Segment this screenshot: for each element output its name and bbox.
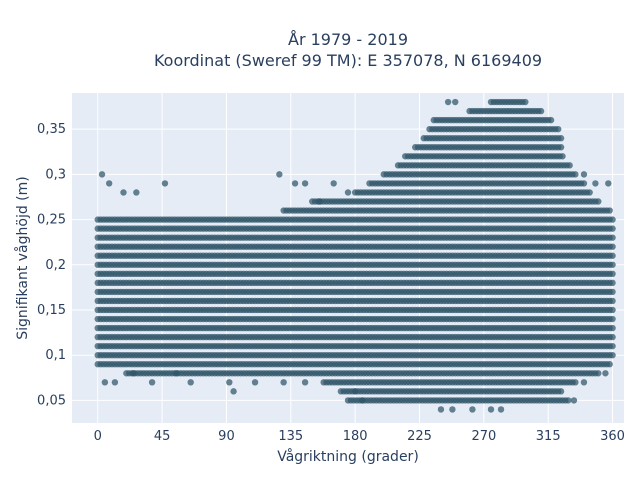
x-tick-label: 135 [278, 429, 303, 444]
x-tick-label: 360 [600, 429, 625, 444]
data-point [609, 270, 616, 278]
data-point [609, 288, 616, 296]
chart-title-line1: År 1979 - 2019 [288, 30, 408, 49]
data-point [609, 252, 616, 259]
x-tick-label: 45 [154, 429, 171, 444]
data-point [301, 379, 309, 386]
data-point [226, 379, 233, 386]
data-point [537, 107, 545, 115]
data-point [522, 98, 529, 106]
data-point [301, 180, 309, 187]
y-axis-title: Signifikant våghöjd (m) [14, 176, 31, 339]
data-point [437, 406, 445, 413]
x-tick-label: 270 [471, 429, 496, 444]
y-tick-label: 0,15 [37, 303, 66, 318]
data-point [291, 180, 299, 187]
data-point [316, 198, 323, 205]
data-point [359, 397, 366, 404]
y-tick-label: 0,2 [45, 258, 66, 273]
data-point [609, 315, 616, 323]
data-point [133, 189, 140, 196]
data-points [94, 98, 616, 413]
data-point [557, 144, 565, 151]
y-tick-labels: 0,05 0,1 0,15 0,2 0,25 0,3 0,35 [37, 122, 66, 408]
data-point [557, 388, 565, 395]
data-point [595, 198, 602, 205]
y-tick-label: 0,1 [45, 348, 66, 363]
data-point [487, 406, 495, 413]
y-tick-label: 0,3 [45, 167, 66, 182]
data-point [130, 370, 137, 377]
data-point [586, 189, 593, 196]
data-point [609, 333, 616, 341]
data-point [280, 379, 287, 386]
data-point [609, 297, 616, 305]
data-point [344, 189, 352, 196]
data-point [602, 370, 609, 377]
x-tick-label: 90 [218, 429, 235, 444]
x-tick-label: 315 [536, 429, 561, 444]
data-point [449, 406, 456, 413]
y-tick-label: 0,35 [37, 122, 66, 137]
data-point [330, 180, 337, 187]
data-point [444, 98, 452, 106]
data-point [230, 388, 237, 395]
data-point [572, 379, 579, 386]
data-point [606, 207, 613, 214]
data-point [580, 379, 588, 386]
data-point [609, 225, 616, 232]
data-point [547, 116, 555, 124]
data-point [580, 171, 588, 178]
data-point [173, 370, 180, 377]
data-point [98, 171, 106, 178]
data-point [566, 162, 573, 169]
data-point [609, 261, 616, 268]
data-point [161, 180, 169, 187]
data-point [609, 279, 616, 287]
data-point [187, 379, 194, 386]
data-point [320, 379, 327, 386]
x-tick-label: 225 [407, 429, 432, 444]
data-point [570, 397, 578, 404]
data-point [609, 243, 616, 250]
data-point [592, 180, 599, 187]
data-point [605, 180, 612, 187]
data-point [351, 388, 359, 395]
data-point [580, 180, 588, 187]
data-point [609, 216, 616, 223]
data-point [555, 125, 562, 133]
data-point [609, 342, 616, 350]
data-point [101, 379, 109, 386]
data-point [609, 324, 616, 332]
data-point [609, 234, 616, 241]
data-point [251, 379, 259, 386]
data-point [452, 98, 459, 106]
data-point [276, 171, 283, 178]
data-point [595, 370, 602, 377]
data-point [572, 171, 579, 178]
data-point [469, 406, 476, 413]
data-point [559, 153, 566, 160]
data-point [606, 361, 613, 368]
y-tick-label: 0,05 [37, 393, 66, 408]
x-tick-label: 180 [343, 429, 368, 444]
data-point [105, 180, 113, 187]
data-point [120, 189, 127, 196]
y-tick-label: 0,25 [37, 213, 66, 228]
x-axis-title: Vågriktning (grader) [277, 448, 419, 465]
chart-title-line2: Koordinat (Sweref 99 TM): E 357078, N 61… [154, 51, 542, 70]
data-point [148, 379, 156, 386]
data-point [111, 379, 119, 386]
data-point [565, 397, 572, 404]
x-tick-label: 0 [94, 429, 102, 444]
x-tick-labels: 0 45 90 135 180 225 270 315 360 [94, 429, 625, 444]
data-point [609, 351, 616, 359]
data-point [497, 406, 505, 413]
data-point [609, 306, 616, 314]
data-point [557, 135, 565, 142]
